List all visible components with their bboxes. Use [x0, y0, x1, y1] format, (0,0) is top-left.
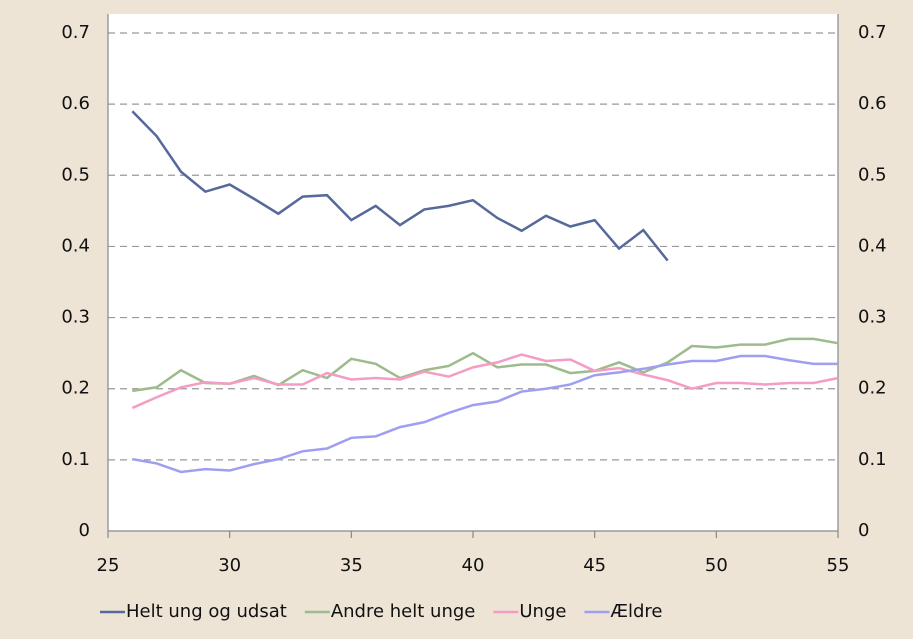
x-tick-label: 45 — [583, 555, 606, 576]
y-tick-label: 0 — [79, 520, 90, 541]
series-line — [132, 337, 839, 393]
x-tick-label: 35 — [340, 555, 363, 576]
legend-label: Unge — [519, 601, 566, 622]
y2-tick-label: 0 — [858, 520, 869, 541]
x-tick-label: 50 — [705, 555, 728, 576]
plot-area — [108, 14, 838, 531]
series-line — [131, 353, 839, 410]
x-tick-label: 30 — [218, 555, 241, 576]
series-line — [131, 110, 669, 262]
y-tick-label: 0.7 — [61, 22, 90, 43]
y2-tick-label: 0.6 — [858, 93, 887, 114]
legend-label: Ældre — [610, 601, 662, 622]
y-tick-label: 0.4 — [61, 235, 90, 256]
y-tick-label: 0.3 — [61, 307, 90, 328]
y2-tick-label: 0.5 — [858, 164, 887, 185]
y2-tick-label: 0.4 — [858, 235, 887, 256]
y-tick-label: 0.5 — [61, 164, 90, 185]
series-line — [132, 354, 838, 474]
x-tick-label: 40 — [462, 555, 485, 576]
x-tick-label: 25 — [97, 555, 120, 576]
y2-tick-label: 0.1 — [858, 449, 887, 470]
x-tick-label: 55 — [827, 555, 850, 576]
legend-label: Andre helt unge — [331, 601, 476, 622]
legend-label: Helt ung og udsat — [126, 601, 287, 622]
y-tick-label: 0.6 — [61, 93, 90, 114]
y-tick-label: 0.1 — [61, 449, 90, 470]
y-tick-label: 0.2 — [61, 378, 90, 399]
y2-tick-label: 0.3 — [858, 307, 887, 328]
y2-tick-label: 0.2 — [858, 378, 887, 399]
y2-tick-label: 0.7 — [858, 22, 887, 43]
